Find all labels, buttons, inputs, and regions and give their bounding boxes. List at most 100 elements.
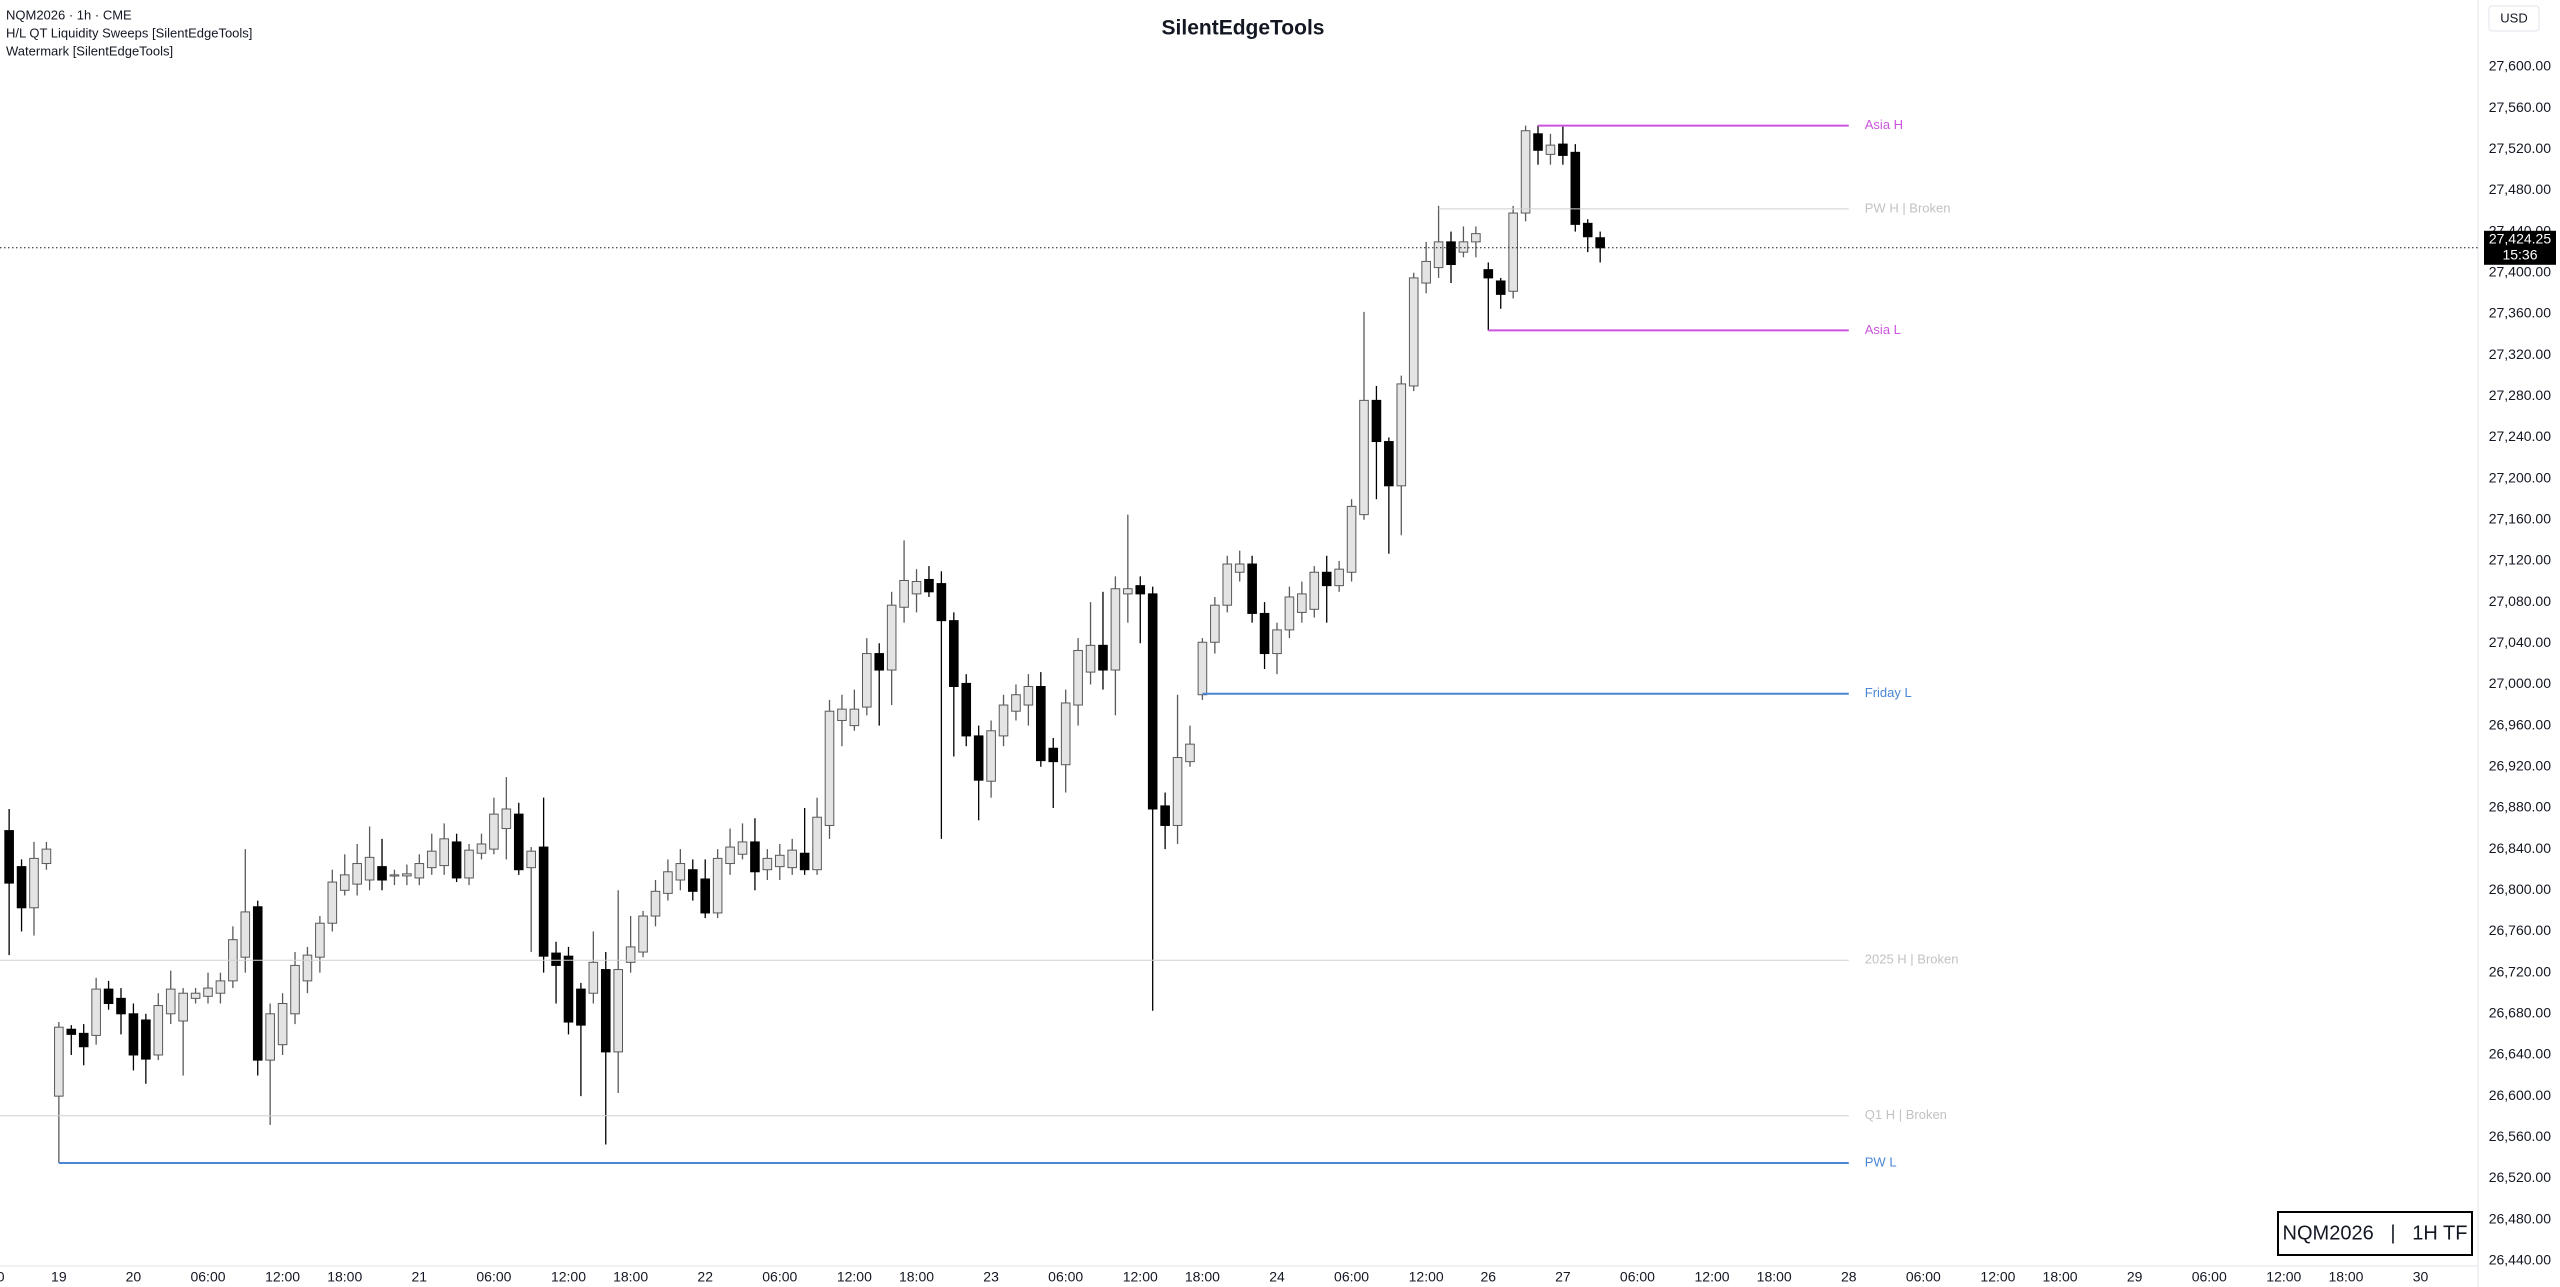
candle-body <box>1359 399 1369 516</box>
x-tick-label: 19 <box>51 1269 67 1285</box>
candle-body <box>1309 571 1320 610</box>
x-tick-label: 30 <box>2413 1269 2429 1285</box>
y-tick-label: 26,760.00 <box>2489 922 2551 938</box>
candle-body <box>1222 563 1233 606</box>
candle-body <box>1558 143 1568 156</box>
y-tick-label: 26,680.00 <box>2489 1005 2551 1021</box>
candle-body <box>1197 641 1208 696</box>
symbol-line: NQM2026 · 1h · CME <box>6 7 132 22</box>
candle-body <box>986 730 996 782</box>
candle-body <box>439 838 449 867</box>
candle-body <box>1408 277 1419 387</box>
y-tick-label: 27,320.00 <box>2489 346 2551 362</box>
y-tick-label: 27,120.00 <box>2489 552 2551 568</box>
x-tick-label: 12:00 <box>551 1269 586 1285</box>
level-label: 2025 H | Broken <box>1865 952 1959 967</box>
candle-body <box>924 578 934 593</box>
candle-body <box>389 874 400 877</box>
candle-body <box>501 808 512 830</box>
candle-body <box>700 878 711 914</box>
candle-body <box>1011 694 1021 712</box>
x-tick-label: 18:00 <box>2328 1269 2363 1285</box>
candle-body <box>1433 241 1444 269</box>
candle-body <box>476 843 487 854</box>
candle-body <box>165 988 176 1015</box>
candle-body <box>1147 593 1158 810</box>
candle-body <box>936 583 947 622</box>
candle-body <box>663 871 673 894</box>
y-tick-label: 26,920.00 <box>2489 757 2551 773</box>
candle-body <box>799 852 810 871</box>
candle-body <box>824 710 835 826</box>
candle-body <box>725 846 735 865</box>
x-tick-label: 12:00 <box>1695 1269 1730 1285</box>
currency[interactable]: USD <box>2500 10 2527 25</box>
indicator-label: Watermark [SilentEdgeTools] <box>6 43 173 58</box>
y-tick-label: 27,240.00 <box>2489 428 2551 444</box>
watermark-box <box>2277 1211 2473 1256</box>
candle-body <box>998 704 1009 737</box>
level-label: Asia H <box>1865 117 1903 132</box>
candle-body <box>364 856 375 881</box>
candle-body <box>625 946 636 963</box>
candle-body <box>849 708 860 727</box>
chart-title: SilentEdgeTools <box>1162 17 1325 40</box>
x-tick-label: 28 <box>1841 1269 1857 1285</box>
y-tick-label: 27,280.00 <box>2489 387 2551 403</box>
x-tick-label: 00 <box>0 1269 5 1285</box>
candle-body <box>1110 588 1121 671</box>
candle-body <box>1334 568 1344 587</box>
candle-body <box>4 830 14 884</box>
candle-body <box>339 874 350 891</box>
candle-body <box>737 841 748 855</box>
candle-body <box>762 857 773 871</box>
y-tick-label: 26,640.00 <box>2489 1046 2551 1062</box>
x-tick-label: 12:00 <box>837 1269 872 1285</box>
candle-body <box>551 952 561 966</box>
candles <box>4 125 1605 1164</box>
candle-body <box>1210 604 1220 643</box>
candle-body <box>1346 505 1357 573</box>
candle-body <box>526 850 536 869</box>
candle-body <box>1321 571 1332 587</box>
candle-body <box>1471 233 1481 243</box>
levels: Asia H PW H | Broken Asia L Friday L 2025 H … <box>0 117 1958 1169</box>
candle-body <box>1272 629 1282 655</box>
x-tick-label: 06:00 <box>476 1269 511 1285</box>
candle-body <box>1533 133 1543 151</box>
candle-body <box>774 854 785 868</box>
candle-body <box>103 988 114 1005</box>
candle-body <box>128 1013 139 1056</box>
candle-body <box>687 869 698 892</box>
level-label: Asia L <box>1865 322 1901 337</box>
indicator-label: H/L QT Liquidity Sweeps [SilentEdgeTools… <box>6 25 252 40</box>
candle-body <box>675 863 686 881</box>
candle-body <box>1048 747 1059 763</box>
y-tick-label: 26,560.00 <box>2489 1128 2551 1144</box>
candle-body <box>1384 441 1394 487</box>
candle-body <box>899 579 909 608</box>
candle-body <box>240 911 251 958</box>
candle-body <box>787 849 798 869</box>
x-tick-label: 20 <box>126 1269 142 1285</box>
last-price-box <box>2484 230 2556 265</box>
candle-body <box>588 961 599 994</box>
candle-body <box>812 816 822 871</box>
candle-body <box>1446 241 1456 266</box>
candle-body <box>513 813 524 871</box>
candle-body <box>1160 805 1170 826</box>
candle-body <box>464 849 474 879</box>
candle-body <box>1520 130 1531 214</box>
candle-body <box>1123 588 1133 595</box>
candle-body <box>1036 686 1046 762</box>
watermark-text: NQM2026 | 1H TF <box>2283 1222 2468 1244</box>
candle-body <box>203 987 213 997</box>
currency-box[interactable] <box>2488 5 2540 32</box>
x-tick-label: 06:00 <box>2192 1269 2227 1285</box>
candle-body <box>1508 212 1518 292</box>
x-tick-label: 06:00 <box>1620 1269 1655 1285</box>
y-tick-label: 27,080.00 <box>2489 593 2551 609</box>
candle-body <box>1073 649 1083 706</box>
candle-body <box>862 653 872 708</box>
candle-body <box>78 1032 89 1048</box>
